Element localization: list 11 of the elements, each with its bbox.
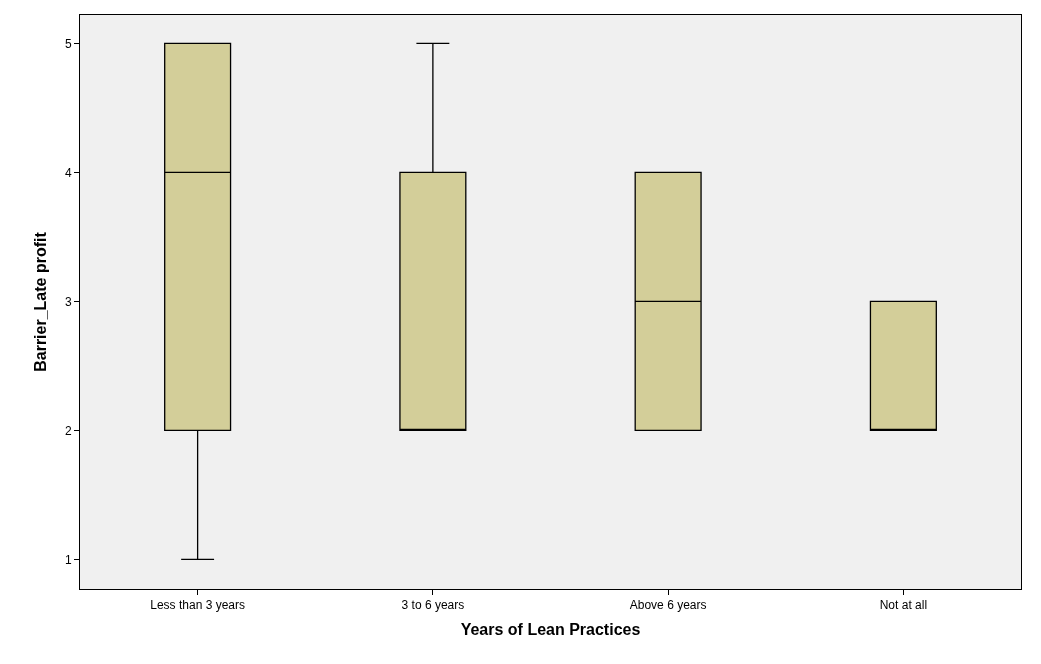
x-tick-label: Not at all bbox=[879, 598, 928, 613]
y-tick-label: 3 bbox=[64, 294, 72, 309]
y-tick-label: 4 bbox=[64, 165, 72, 180]
y-tick-label: 5 bbox=[64, 36, 72, 51]
x-tick-label: 3 to 6 years bbox=[401, 598, 465, 613]
y-tick-label: 1 bbox=[64, 552, 72, 567]
y-axis-title: Barrier_Late profit bbox=[31, 231, 49, 372]
y-tick-label: 2 bbox=[64, 423, 72, 438]
x-tick-label: Above 6 years bbox=[629, 598, 707, 613]
x-tick-label: Less than 3 years bbox=[150, 598, 245, 613]
x-axis-title: Years of Lean Practices bbox=[460, 621, 641, 639]
